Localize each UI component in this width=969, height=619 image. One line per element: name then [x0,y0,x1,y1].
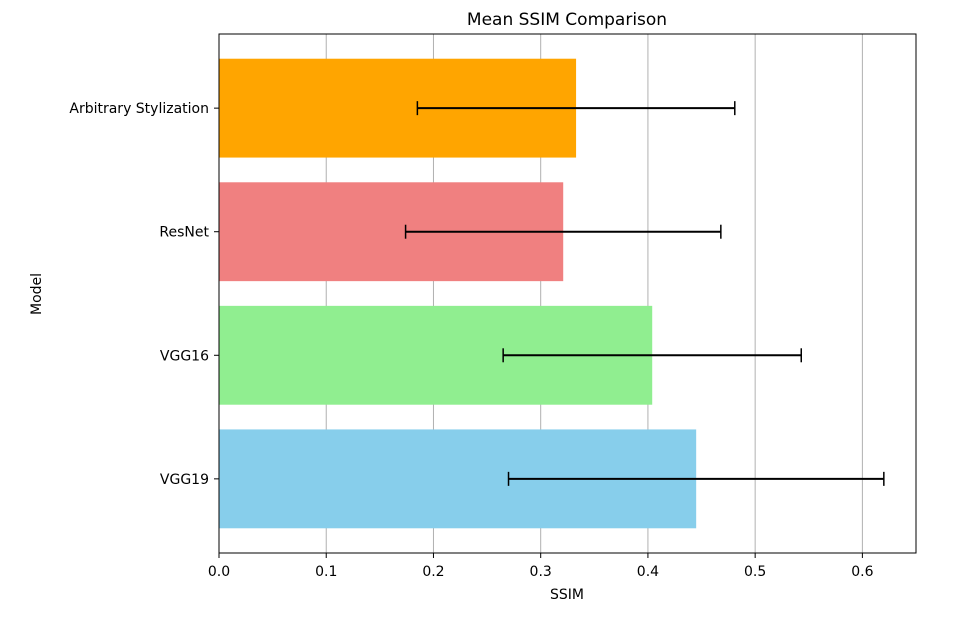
x-tick-label: 0.0 [208,564,230,580]
y-axis-label: Model [29,273,45,315]
bars-layer [219,58,697,529]
x-tick-label: 0.5 [744,564,766,580]
y-tick-label: ResNet [159,225,209,241]
y-axis: VGG19 VGG16 ResNet Arbitrary Stylization [69,101,219,488]
plot-frame [218,33,917,554]
x-tick-label: 0.6 [851,564,873,580]
chart-title: Mean SSIM Comparison [467,10,667,30]
y-tick-label: VGG19 [160,472,209,488]
x-axis-label: SSIM [550,587,584,603]
x-axis: 0.0 0.1 0.2 0.3 0.4 0.5 0.6 [208,553,874,580]
y-tick-label: VGG16 [160,348,209,364]
x-tick-label: 0.1 [315,564,337,580]
x-tick-label: 0.2 [422,564,444,580]
x-tick-label: 0.4 [637,564,659,580]
x-tick-label: 0.3 [530,564,552,580]
y-tick-label: Arbitrary Stylization [69,101,209,117]
errors-layer [404,101,885,486]
